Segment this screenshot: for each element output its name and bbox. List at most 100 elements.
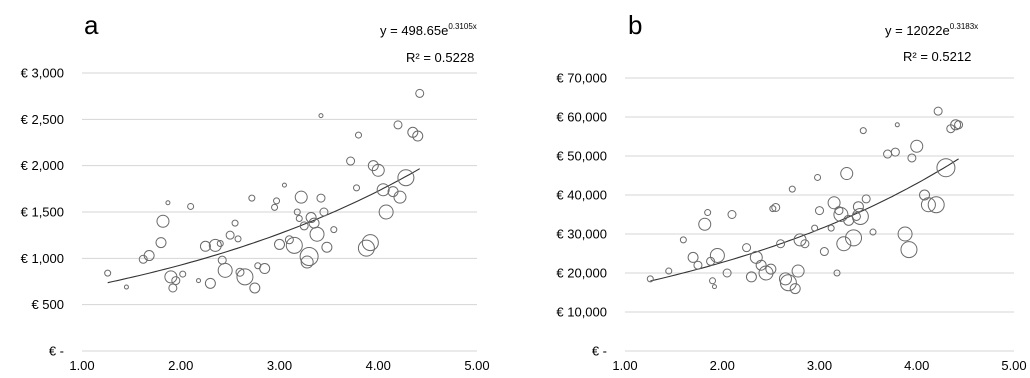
data-point-a	[305, 212, 317, 224]
data-point-b	[711, 284, 717, 290]
data-point-a	[171, 276, 181, 286]
data-point-b	[755, 259, 767, 271]
data-point-b	[745, 271, 757, 283]
x-tick-label-a: 2.00	[168, 358, 193, 373]
data-point-a	[259, 263, 271, 275]
data-point-b	[722, 268, 732, 278]
data-point-a	[309, 226, 325, 242]
data-point-b	[827, 196, 841, 210]
data-point-b	[776, 239, 786, 249]
data-point-a	[308, 217, 320, 229]
data-point-a	[316, 193, 326, 203]
data-point-b	[859, 127, 867, 135]
trend-equation-b-exponent: 0.3183x	[950, 22, 978, 31]
data-points-b	[646, 106, 964, 295]
data-point-a	[355, 131, 362, 139]
data-point-a	[196, 278, 202, 284]
data-point-b	[897, 226, 913, 242]
data-point-a	[346, 156, 356, 166]
data-point-a	[234, 235, 242, 243]
data-point-a	[123, 284, 129, 290]
data-point-b	[907, 153, 917, 163]
data-point-a	[376, 183, 390, 197]
data-point-a	[293, 208, 301, 216]
data-point-b	[845, 229, 863, 247]
data-point-a	[319, 207, 329, 217]
data-point-a	[387, 186, 399, 198]
panel-label-b: b	[628, 10, 642, 40]
y-tick-label-b: € 20,000	[556, 266, 607, 281]
y-tick-label-a: € -	[49, 344, 64, 359]
data-point-a	[199, 240, 211, 252]
trendline-b	[650, 158, 959, 282]
data-point-a	[273, 197, 281, 205]
data-point-a	[412, 130, 424, 142]
data-point-b	[693, 260, 703, 270]
data-point-a	[236, 268, 254, 286]
trend-equation-a-main: y = 498.65e	[380, 23, 448, 38]
data-point-a	[235, 267, 245, 277]
data-point-a	[274, 238, 285, 250]
y-tick-label-a: € 3,000	[21, 66, 64, 81]
data-point-b	[814, 173, 822, 181]
x-tick-label-a: 5.00	[464, 358, 489, 373]
y-tick-label-b: € -	[592, 344, 607, 359]
y-tick-label-a: € 500	[31, 297, 64, 312]
data-point-b	[920, 197, 936, 213]
data-point-a	[415, 88, 425, 98]
data-point-a	[249, 282, 261, 294]
panel-label-a: a	[84, 10, 99, 40]
y-tick-label-a: € 1,000	[21, 251, 64, 266]
data-point-a	[397, 169, 415, 187]
gridlines-a	[82, 72, 477, 352]
y-tick-label-b: € 70,000	[556, 71, 607, 86]
data-point-a	[225, 230, 235, 240]
data-point-a	[321, 241, 333, 253]
data-point-a	[271, 203, 279, 211]
data-point-b	[819, 247, 829, 257]
data-point-a	[138, 254, 148, 264]
data-point-b	[665, 267, 673, 275]
data-point-b	[851, 207, 869, 225]
data-point-b	[779, 274, 797, 292]
data-point-a	[361, 234, 379, 252]
data-point-b	[815, 206, 824, 216]
data-point-a	[216, 240, 224, 248]
x-tick-label-a: 3.00	[267, 358, 292, 373]
data-point-a	[168, 283, 178, 293]
data-point-b	[778, 272, 792, 286]
data-point-a	[294, 190, 308, 204]
y-tick-label-b: € 50,000	[556, 149, 607, 164]
data-point-b	[950, 119, 962, 131]
r-squared-b: R² = 0.5212	[903, 49, 971, 64]
data-point-b	[836, 236, 852, 252]
data-point-a	[318, 113, 324, 119]
data-point-b	[709, 247, 725, 263]
x-tick-label-a: 4.00	[366, 358, 391, 373]
data-point-b	[765, 263, 777, 275]
data-point-a	[330, 226, 338, 234]
data-point-b	[890, 147, 900, 157]
data-point-a	[367, 160, 379, 172]
data-point-a	[378, 204, 394, 220]
data-point-b	[833, 207, 849, 222]
data-point-b	[687, 251, 699, 263]
y-tick-labels-b: € - € 10,000 € 20,000 € 30,000 € 40,000 € 50,…	[556, 71, 607, 359]
trend-equation-a: y = 498.65e0.3105x	[380, 22, 477, 38]
data-point-b	[910, 139, 924, 153]
x-tick-labels-b: 1.00 2.00 3.00 4.00 5.00	[612, 358, 1026, 373]
data-point-a	[248, 194, 256, 202]
data-point-b	[788, 185, 796, 193]
chart-panel-a: a y = 498.65e0.3105x R² = 0.5228 € - € 50…	[21, 10, 490, 373]
data-point-a	[208, 238, 222, 252]
data-point-b	[894, 122, 900, 128]
data-point-a	[281, 182, 287, 188]
data-point-b	[869, 228, 877, 236]
trendline-a	[107, 168, 420, 284]
data-point-b	[927, 196, 945, 214]
data-point-a	[357, 239, 375, 257]
x-tick-label-b: 4.00	[904, 358, 929, 373]
data-point-b	[771, 202, 781, 212]
chart-panel-b: b y = 12022e0.3183x R² = 0.5212 € - € 10,…	[556, 10, 1026, 373]
x-tick-labels-a: 1.00 2.00 3.00 4.00 5.00	[69, 358, 489, 373]
